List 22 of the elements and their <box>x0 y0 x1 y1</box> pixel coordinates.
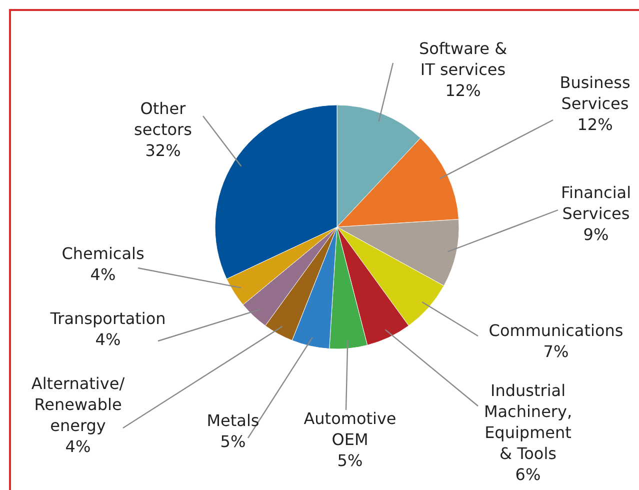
data-label: 7% <box>543 342 569 361</box>
slice-label: Alternative/ Renewable energy <box>31 374 126 435</box>
slice-label: Metals <box>206 411 260 430</box>
slice-label: Other sectors <box>134 99 192 139</box>
data-label: 4% <box>90 265 116 284</box>
data-label: 4% <box>65 437 91 456</box>
data-label: 9% <box>583 225 609 244</box>
slice-label: Industrial Machinery, Equipment & Tools <box>484 381 572 463</box>
slice-label: Chemicals <box>62 244 144 263</box>
slice-label: Automotive OEM <box>304 409 396 449</box>
slice-label: Financial Services <box>560 183 632 223</box>
data-label: 32% <box>145 141 181 160</box>
data-label: 4% <box>95 330 121 349</box>
data-label: 5% <box>337 451 363 470</box>
slice-label: Business Services <box>560 73 630 113</box>
data-label: 5% <box>220 432 246 451</box>
data-label: 12% <box>445 81 481 100</box>
data-label: 6% <box>515 465 541 484</box>
slice-label: Transportation <box>49 309 166 328</box>
slice-label: Software & IT services <box>418 39 508 79</box>
slice-label: Communications <box>488 321 624 340</box>
data-label: 12% <box>577 115 613 134</box>
